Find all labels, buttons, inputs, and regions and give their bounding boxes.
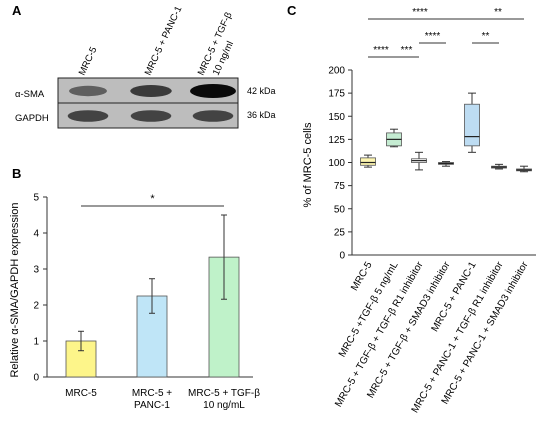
b-y-tick-label: 1 — [33, 337, 39, 348]
b-y-tick-label: 0 — [33, 373, 39, 384]
blot-band — [67, 110, 109, 122]
c-sig-stars: ** — [482, 31, 490, 42]
c-y-axis-label: % of MRC-5 cells — [302, 122, 314, 207]
blot-band — [192, 110, 234, 122]
c-sig-stars: **** — [425, 31, 441, 42]
blot-band — [190, 84, 236, 98]
c-box — [360, 157, 376, 166]
panel-c: C % of MRC-5 cells 0 25 50 75 100 125 150 175 20… — [287, 3, 536, 415]
c-sig-stars: *** — [401, 45, 413, 56]
b-bars — [65, 214, 240, 378]
blot-row-label: α-SMA — [15, 89, 45, 100]
blot-row-label: GAPDH — [15, 113, 49, 124]
b-y-axis-label: Relative α-SMA/GAPDH expression — [9, 202, 21, 377]
c-y-tick-label: 100 — [328, 158, 345, 169]
b-x-tick-label: MRC-5 + TGF-β — [188, 388, 260, 399]
c-y-tick-label: 25 — [334, 227, 346, 238]
b-x-tick-label: MRC-5 + — [132, 388, 172, 399]
c-y-tick-label: 125 — [328, 135, 345, 146]
c-x-tick-label: MRC-5 — [349, 260, 375, 293]
panel-c-letter: C — [287, 3, 297, 18]
b-significance: * — [81, 193, 224, 207]
blot-lane-label: MRC-5 — [77, 45, 100, 77]
blot-size-label: 36 kDa — [247, 110, 276, 120]
c-y-tick-label: 150 — [328, 112, 345, 123]
c-sig-stars: ** — [494, 7, 502, 18]
panel-b-letter: B — [12, 166, 21, 181]
panel-a-letter: A — [12, 3, 22, 18]
b-sig-star: * — [150, 193, 155, 205]
blot-lane-label: MRC-5 + PANC-1 — [143, 5, 185, 78]
b-y-tick-label: 5 — [33, 193, 39, 204]
b-y-tick-label: 4 — [33, 229, 39, 240]
blot-band — [69, 85, 107, 97]
blot-bands — [67, 84, 236, 122]
c-y-tick-label: 175 — [328, 89, 345, 100]
b-x-tick-label: MRC-5 — [65, 388, 97, 399]
c-y-tick-label: 75 — [334, 181, 346, 192]
c-significance: **** ********** ***** — [368, 7, 524, 58]
c-y-ticks: 0 25 50 75 100 125 150 175 200 — [328, 66, 352, 262]
b-y-tick-label: 3 — [33, 265, 39, 276]
blot-band — [130, 110, 172, 122]
b-y-ticks: 0 1 2 3 4 5 — [33, 193, 47, 384]
blot-band — [130, 85, 172, 97]
c-boxes — [360, 92, 532, 173]
panel-a: A MRC-5 MRC-5 + PANC-1 MRC-5 + TGF-β 10 … — [12, 3, 276, 129]
c-box — [464, 103, 480, 147]
b-y-tick-label: 2 — [33, 301, 39, 312]
c-y-tick-label: 50 — [334, 204, 346, 215]
b-x-tick-label: 10 ng/mL — [203, 400, 245, 411]
blot-size-label: 42 kDa — [247, 86, 276, 96]
panel-b: B Relative α-SMA/GAPDH expression 0 1 2 3 4 5… — [9, 166, 260, 411]
b-x-tick-label: PANC-1 — [134, 400, 170, 411]
c-sig-stars: **** — [412, 7, 428, 18]
c-y-tick-label: 200 — [328, 66, 345, 77]
c-sig-stars: **** — [373, 45, 389, 56]
c-y-tick-label: 0 — [339, 251, 345, 262]
